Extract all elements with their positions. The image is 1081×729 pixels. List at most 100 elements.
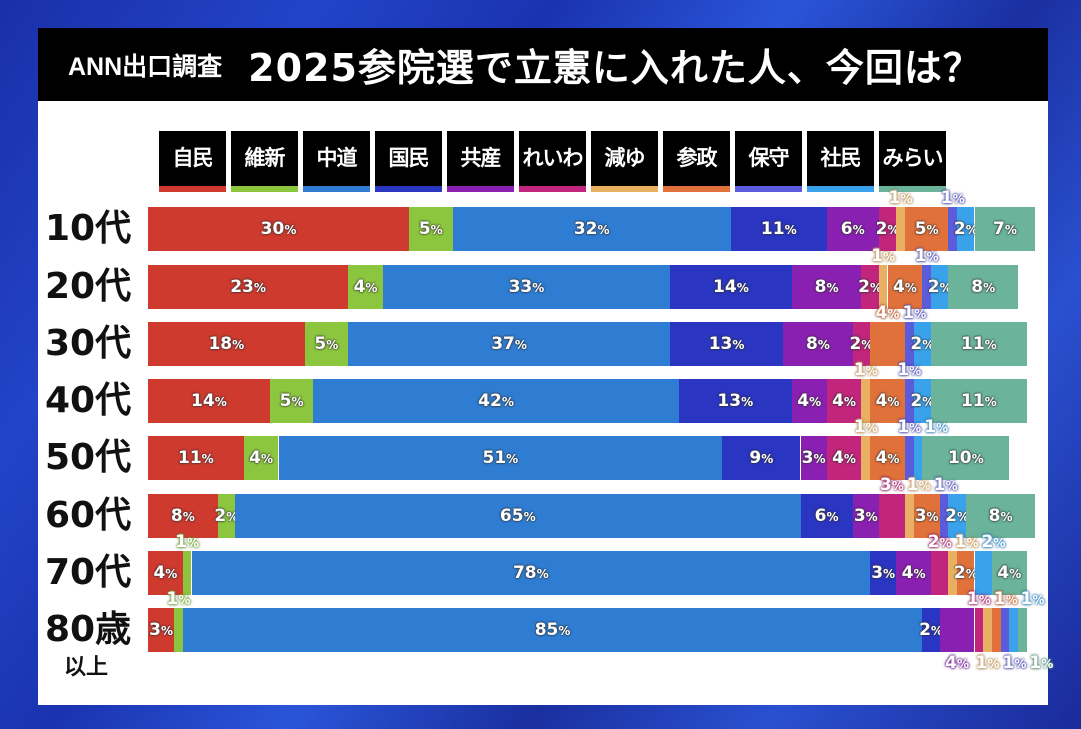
data-label: 1% xyxy=(897,360,922,380)
bar-segment xyxy=(870,322,905,366)
legend-label: 維新 xyxy=(244,146,286,170)
bar-segment xyxy=(452,207,731,251)
bar-segment xyxy=(931,551,949,595)
legend-swatch xyxy=(879,186,946,192)
data-label: 4% xyxy=(875,448,900,468)
data-label: 1% xyxy=(933,475,958,495)
data-label: 30% xyxy=(260,219,297,239)
data-label: 5% xyxy=(279,391,304,411)
row-label: 20代 xyxy=(45,266,132,307)
data-label: 6% xyxy=(814,506,839,526)
legend-item: 参政 xyxy=(663,131,730,192)
data-label: 3% xyxy=(853,506,878,526)
bar-segment xyxy=(1009,608,1018,652)
data-label: 8% xyxy=(805,334,830,354)
bar-segment xyxy=(791,265,862,309)
data-label: 8% xyxy=(814,277,839,297)
data-label: 32% xyxy=(573,219,610,239)
data-label: 23% xyxy=(230,277,266,297)
data-label: 1% xyxy=(954,532,979,552)
bar-segment xyxy=(974,551,992,595)
legend-swatch xyxy=(159,186,226,192)
bar-segment xyxy=(722,436,801,480)
legend-swatch xyxy=(663,186,730,192)
bar-segment xyxy=(957,551,975,595)
data-label: 9% xyxy=(749,448,774,468)
row-label: 10代 xyxy=(45,208,132,249)
legend-item: 国民 xyxy=(375,131,442,192)
legend-item: みらい xyxy=(879,131,946,192)
bar-segment xyxy=(948,551,958,595)
data-label: 1% xyxy=(914,246,939,266)
bar-segment xyxy=(174,608,183,652)
bar-segment xyxy=(148,207,409,251)
data-label: 1% xyxy=(166,589,191,609)
bar-segment xyxy=(974,608,984,652)
data-label: 1% xyxy=(853,360,878,380)
data-label: 11% xyxy=(760,219,797,239)
bar-segment xyxy=(313,379,679,423)
bar-segment xyxy=(922,436,1010,480)
bar-segment xyxy=(939,494,949,538)
bar-segment xyxy=(922,265,931,309)
bar-segment xyxy=(896,207,905,251)
bar-segment xyxy=(826,207,879,251)
legend-swatch xyxy=(447,186,514,192)
legend-swatch xyxy=(303,186,370,192)
data-label: 51% xyxy=(482,448,519,468)
data-label: 4% xyxy=(153,563,178,583)
bar-segment xyxy=(861,436,871,480)
data-label: 85% xyxy=(534,620,571,640)
data-label: 5% xyxy=(418,219,443,239)
bar-segment xyxy=(1018,608,1027,652)
legend-item: 減ゆ xyxy=(591,131,658,192)
data-label: 1% xyxy=(888,188,913,208)
data-label: 1% xyxy=(975,653,1000,673)
data-label: 6% xyxy=(840,219,865,239)
bar-segment xyxy=(148,322,305,366)
bar-segment xyxy=(783,322,853,366)
data-label: 4% xyxy=(249,448,274,468)
bar-segment xyxy=(852,322,871,366)
bar-segment xyxy=(983,608,992,652)
legend-item: 社民 xyxy=(807,131,874,192)
bar-segment xyxy=(678,379,792,423)
data-label: 14% xyxy=(191,391,227,411)
data-label: 5% xyxy=(914,219,939,239)
legend-label: 中道 xyxy=(316,146,358,170)
legend-label: 減ゆ xyxy=(604,146,646,170)
title-bar: ANN出口調査 2025参院選で立憲に入れた人、今回は？ xyxy=(38,28,1048,101)
data-label: 1% xyxy=(940,188,965,208)
bar-segment xyxy=(148,608,175,652)
bar-segment xyxy=(957,207,975,251)
bar-segment xyxy=(235,494,801,538)
bar-segment xyxy=(965,494,1036,538)
row-label: 40代 xyxy=(45,380,132,421)
bar-segment xyxy=(931,265,949,309)
data-label: 3% xyxy=(871,563,896,583)
bar-segment xyxy=(913,494,940,538)
row-label: 30代 xyxy=(45,323,132,364)
data-label: 42% xyxy=(478,391,514,411)
bar-segment xyxy=(852,494,879,538)
legend-label: 参政 xyxy=(676,146,718,170)
bar-segment xyxy=(878,494,905,538)
bar-segment xyxy=(870,436,905,480)
legend-swatch xyxy=(591,186,658,192)
legend-item: 自民 xyxy=(159,131,226,192)
data-label: 2% xyxy=(927,532,952,552)
bar-segment xyxy=(182,551,192,595)
legend-label: みらい xyxy=(882,146,944,170)
data-label: 4% xyxy=(797,391,822,411)
data-label: 4% xyxy=(875,303,900,323)
data-label: 1% xyxy=(853,417,878,437)
data-label: 14% xyxy=(713,277,749,297)
bar-segment xyxy=(243,436,279,480)
bar-segment xyxy=(904,322,914,366)
data-label: 3% xyxy=(801,448,826,468)
bar-segment xyxy=(382,265,670,309)
bar-segment xyxy=(904,436,914,480)
data-label: 33% xyxy=(508,277,545,297)
bar-segment xyxy=(348,265,383,309)
bar-segment xyxy=(870,551,897,595)
